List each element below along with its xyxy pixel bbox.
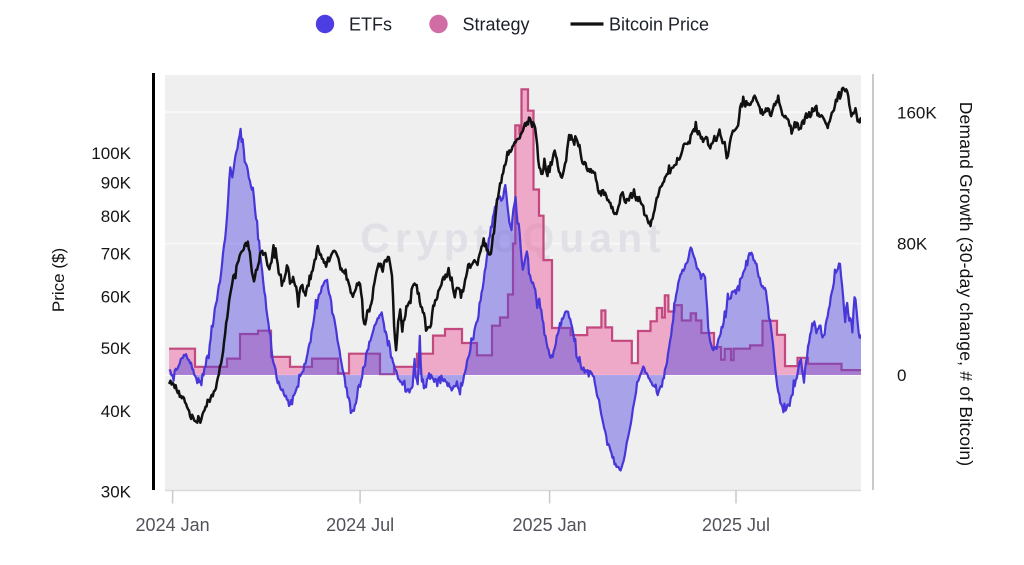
svg-text:70K: 70K [101,244,132,263]
svg-text:40K: 40K [101,402,132,421]
svg-text:2024 Jan: 2024 Jan [136,515,210,535]
svg-text:2024 Jul: 2024 Jul [326,515,394,535]
svg-text:Price ($): Price ($) [49,248,68,312]
svg-text:60K: 60K [101,288,132,307]
svg-text:2025 Jul: 2025 Jul [702,515,770,535]
svg-text:ETFs: ETFs [349,15,392,35]
svg-text:80K: 80K [101,207,132,226]
svg-text:Bitcoin Price: Bitcoin Price [609,15,709,35]
svg-text:Strategy: Strategy [463,15,530,35]
svg-text:30K: 30K [101,483,132,502]
svg-text:Demand Growth (30-day change,: Demand Growth (30-day change, # of Bitco… [956,102,976,467]
svg-text:2025 Jan: 2025 Jan [513,515,587,535]
svg-text:100K: 100K [91,144,131,163]
svg-text:50K: 50K [101,339,132,358]
svg-text:90K: 90K [101,174,132,193]
svg-text:80K: 80K [897,235,928,254]
svg-text:160K: 160K [897,103,937,122]
svg-text:0: 0 [897,366,906,385]
